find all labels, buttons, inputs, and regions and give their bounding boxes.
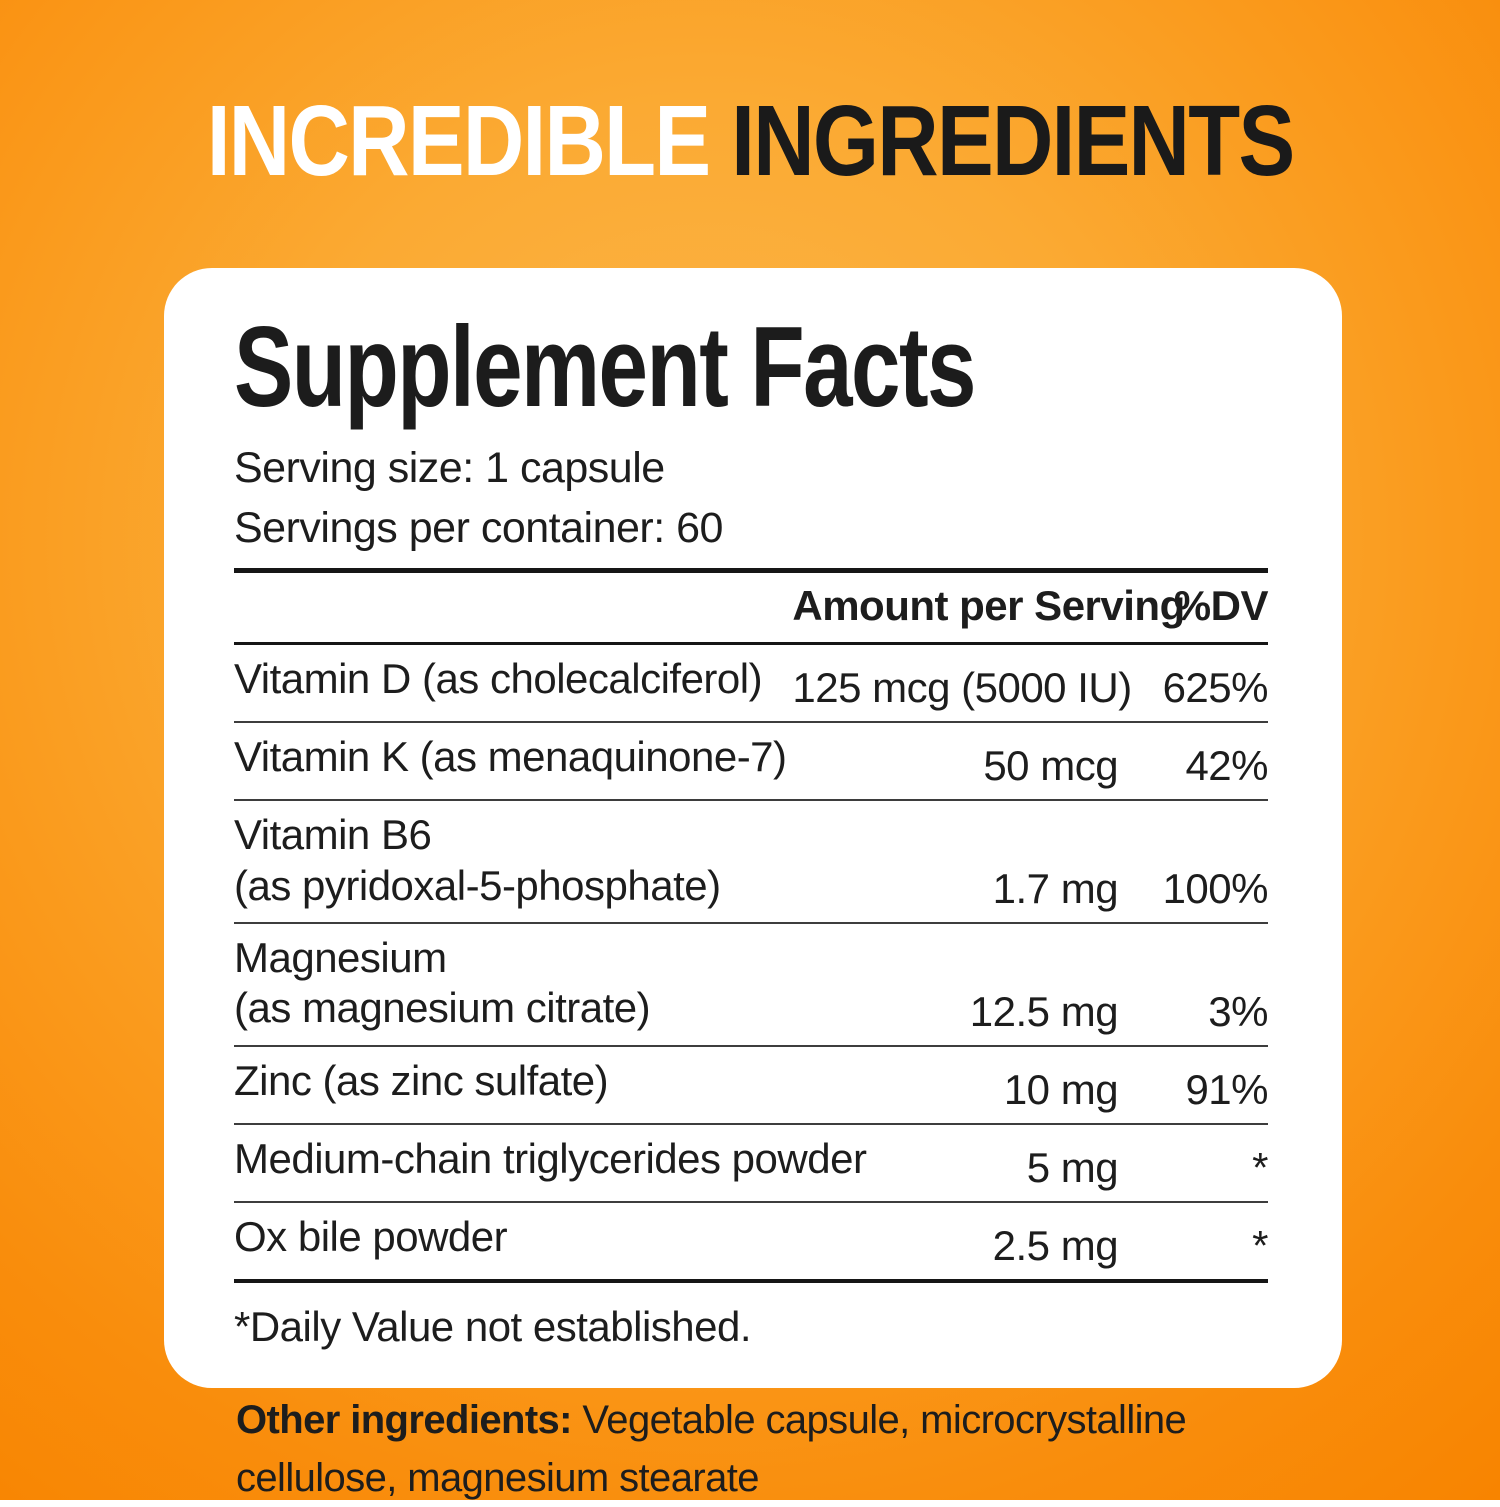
page-title: INCREDIBLE INGREDIENTS	[0, 84, 1500, 199]
ingredient-name: Zinc (as zinc sulfate)	[234, 1056, 609, 1104]
other-ingredients-label: Other ingredients:	[236, 1397, 573, 1442]
ingredient-dv: 42%	[1118, 722, 1268, 802]
table-row-ox-bile-powder: Ox bile powder 2.5 mg *	[234, 1201, 1268, 1283]
other-ingredients-text: Vegetable capsule, microcrystalline cell…	[236, 1397, 1187, 1500]
table-header-row: Amount per Serving %DV	[234, 568, 1268, 646]
table-row-magnesium: Magnesium (as magnesium citrate) 12.5 mg …	[234, 923, 1268, 1047]
ingredient-name: Vitamin K (as menaquinone-7)	[234, 733, 787, 781]
table-row-vitamin-d: Vitamin D (as cholecalciferol) 125 mcg (…	[234, 643, 1268, 724]
table-row-vitamin-b6: Vitamin B6 (as pyridoxal-5-phosphate) 1.7…	[234, 800, 1268, 925]
daily-value-footnote: *Daily Value not established.	[234, 1302, 752, 1350]
ingredient-amount: 12.5 mg	[792, 923, 1119, 1047]
header-blank-cell	[234, 568, 793, 646]
ingredient-name: Vitamin D (as cholecalciferol)	[234, 655, 763, 703]
headline-word-incredible: INCREDIBLE	[206, 85, 711, 197]
ingredient-dv: 100%	[1118, 800, 1268, 925]
ingredient-amount: 1.7 mg	[792, 800, 1119, 925]
ingredient-dv: 91%	[1118, 1045, 1268, 1125]
ingredient-amount: 125 mcg (5000 IU)	[792, 643, 1132, 724]
page-title-text: INCREDIBLE INGREDIENTS	[206, 84, 1295, 199]
ingredient-amount: 2.5 mg	[792, 1201, 1119, 1283]
ingredient-name-line2: (as magnesium citrate)	[234, 984, 651, 1032]
serving-size-line: Serving size: 1 capsule	[234, 444, 665, 493]
serving-info: Serving size: 1 capsule Servings per con…	[234, 438, 1268, 558]
servings-per-container-line: Servings per container: 60	[234, 504, 723, 553]
ingredient-name: Magnesium	[234, 934, 447, 982]
table-row-vitamin-k: Vitamin K (as menaquinone-7) 50 mcg 42%	[234, 722, 1268, 802]
ingredient-amount: 5 mg	[792, 1123, 1119, 1203]
ingredient-dv: *	[1118, 1123, 1268, 1203]
headline-space	[709, 85, 731, 197]
supplement-facts-table: Amount per Serving %DV Vitamin D (as cho…	[234, 568, 1268, 1283]
ingredient-name-line2: (as pyridoxal-5-phosphate)	[234, 861, 721, 909]
table-row-mct-powder: Medium-chain triglycerides powder 5 mg *	[234, 1123, 1268, 1203]
supplement-facts-panel: Supplement Facts Serving size: 1 capsule…	[164, 268, 1342, 1500]
ingredient-name: Ox bile powder	[234, 1212, 508, 1260]
ingredient-amount: 50 mcg	[792, 722, 1119, 802]
supplement-facts-title: Supplement Facts	[234, 304, 976, 431]
table-row-zinc: Zinc (as zinc sulfate) 10 mg 91%	[234, 1045, 1268, 1125]
ingredient-amount: 10 mg	[792, 1045, 1119, 1125]
ingredient-name: Medium-chain triglycerides powder	[234, 1134, 867, 1182]
ingredient-dv: 625%	[1118, 643, 1268, 724]
ingredient-dv: *	[1118, 1201, 1268, 1283]
other-ingredients: Other ingredients: Vegetable capsule, mi…	[236, 1391, 1268, 1507]
headline-word-ingredients: INGREDIENTS	[731, 85, 1295, 197]
ingredient-name: Vitamin B6	[234, 811, 432, 859]
header-dv: %DV	[1118, 568, 1268, 646]
header-amount-per-serving: Amount per Serving	[792, 568, 1185, 646]
ingredient-dv: 3%	[1118, 923, 1268, 1047]
